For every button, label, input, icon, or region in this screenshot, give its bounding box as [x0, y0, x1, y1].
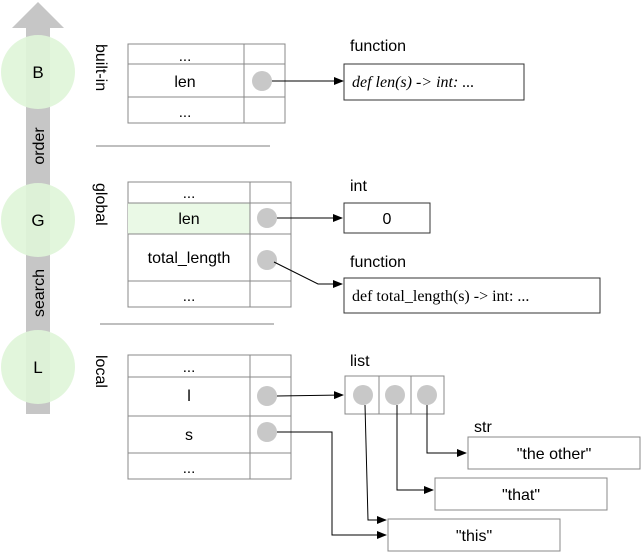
scope-circle-local: L — [1, 330, 75, 404]
builtin-row-ellipsis-bottom: ... — [179, 104, 192, 121]
global-row-len: len — [178, 211, 199, 228]
list-item-0-dot — [353, 385, 373, 405]
list-item-0-arrow — [364, 404, 387, 524]
global-frame-table: ... len total_length ... — [127, 181, 292, 308]
local-l-pointer-dot — [257, 386, 277, 406]
global-int-type-label: int — [350, 178, 367, 195]
scope-letter-g: G — [31, 211, 44, 230]
local-s-arrow — [277, 431, 387, 539]
scope-name-builtin: built-in — [92, 44, 109, 91]
global-row-len-highlight — [128, 203, 250, 234]
scope-letter-b: B — [32, 63, 43, 82]
list-item-2-dot — [417, 385, 437, 405]
list-item-1-dot — [385, 385, 405, 405]
local-l-arrow — [276, 391, 344, 400]
global-function-type-label: function — [350, 254, 406, 271]
global-row-ellipsis-top: ... — [183, 185, 196, 202]
local-row-ellipsis-top: ... — [183, 359, 196, 376]
builtin-len-pointer-dot — [252, 71, 272, 91]
builtin-row-len: len — [174, 74, 195, 91]
scope-name-global: global — [92, 183, 109, 226]
global-int-box — [343, 202, 431, 234]
local-row-s: s — [185, 427, 193, 444]
list-object — [344, 375, 445, 415]
str-this-box — [387, 518, 561, 552]
scope-circle-global: G — [1, 183, 75, 257]
builtin-function-type-label: function — [350, 38, 406, 55]
local-s-pointer-dot — [257, 422, 277, 442]
global-total-length-function-value: def total_length(s) -> int: ... — [352, 288, 529, 305]
str-the-other-value: "the other" — [517, 446, 592, 463]
arrow-label-search: search — [31, 269, 48, 317]
local-row-ellipsis-bottom: ... — [183, 460, 196, 477]
str-that-box — [434, 477, 608, 511]
str-the-other-box — [467, 436, 641, 470]
global-len-pointer-dot — [257, 208, 277, 228]
local-row-l: l — [187, 388, 191, 405]
arrow-label-order: order — [31, 127, 48, 165]
global-total-length-function-box — [343, 277, 601, 314]
global-total-length-arrow — [273, 261, 343, 288]
list-item-2-arrow — [426, 405, 467, 457]
str-type-label: str — [474, 419, 492, 436]
builtin-frame-table: ... len ... — [127, 43, 286, 124]
scope-circle-builtin: B — [1, 35, 75, 109]
local-frame-table: ... l s ... — [127, 354, 292, 480]
scope-name-local: local — [92, 355, 109, 388]
builtin-len-function-value: def len(s) -> int: ... — [352, 74, 474, 91]
builtin-row-ellipsis-top: ... — [179, 48, 192, 65]
list-item-1-arrow — [396, 405, 434, 494]
str-this-value: "this" — [456, 528, 492, 545]
builtin-len-function-box — [343, 63, 525, 101]
list-type-label: list — [350, 353, 370, 370]
global-int-value: 0 — [383, 211, 392, 228]
str-that-value: "that" — [502, 487, 540, 504]
global-row-total-length: total_length — [148, 250, 231, 267]
scope-letter-l: L — [33, 358, 42, 377]
global-total-length-pointer-dot — [257, 250, 277, 270]
global-row-ellipsis-bottom: ... — [183, 288, 196, 305]
